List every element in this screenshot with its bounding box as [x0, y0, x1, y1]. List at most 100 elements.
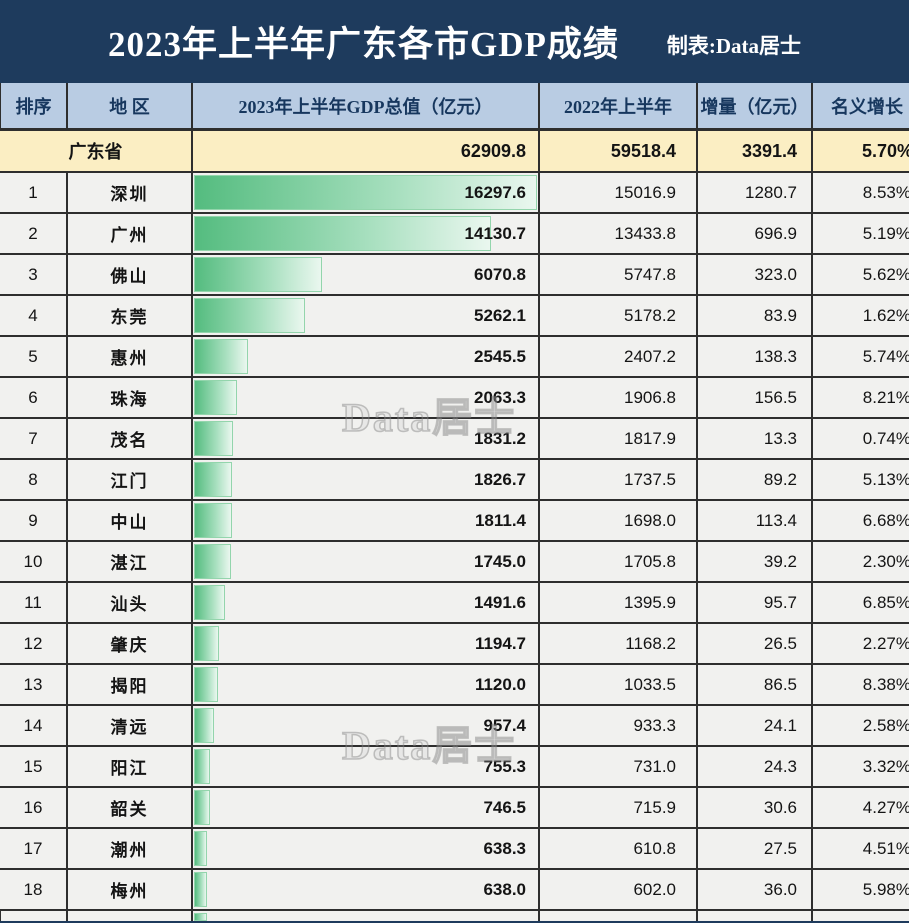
gdp-table: 排序 地 区 2023年上半年GDP总值（亿元） 2022年上半年 增量（亿元）… [0, 83, 909, 921]
row-gdp-2023-cell: 1831.2 [193, 419, 540, 460]
row-city: 佛山 [68, 255, 193, 296]
row-gdp-2023-cell: 957.4 [193, 706, 540, 747]
row-gdp-2022: 13433.8 [540, 214, 698, 255]
row-delta: 36.0 [698, 870, 813, 911]
row-gdp-2022: 1705.8 [540, 542, 698, 583]
partial-cell [68, 911, 193, 921]
row-city: 韶关 [68, 788, 193, 829]
gdp-bar [194, 708, 215, 743]
row-growth: 5.74% [813, 337, 909, 378]
row-delta: 323.0 [698, 255, 813, 296]
row-gdp-2022: 1033.5 [540, 665, 698, 706]
row-gdp-2023-cell: 6070.8 [193, 255, 540, 296]
row-delta: 30.6 [698, 788, 813, 829]
row-city: 揭阳 [68, 665, 193, 706]
row-growth: 1.62% [813, 296, 909, 337]
row-gdp-2022: 1817.9 [540, 419, 698, 460]
row-rank: 9 [0, 501, 68, 542]
row-gdp-2023-value: 2545.5 [474, 346, 526, 366]
row-gdp-2023-cell: 1120.0 [193, 665, 540, 706]
gdp-bar [194, 380, 238, 415]
row-gdp-2023-value: 1826.7 [474, 469, 526, 489]
gdp-bar [194, 175, 537, 210]
row-gdp-2022: 1168.2 [540, 624, 698, 665]
row-gdp-2023-value: 638.3 [483, 838, 526, 858]
row-gdp-2023-cell: 14130.7 [193, 214, 540, 255]
row-delta: 26.5 [698, 624, 813, 665]
row-city: 惠州 [68, 337, 193, 378]
row-city: 梅州 [68, 870, 193, 911]
column-header-growth: 名义增长 [813, 83, 909, 131]
row-gdp-2023-cell: 1826.7 [193, 460, 540, 501]
gdp-bar [194, 872, 208, 907]
gdp-bar [194, 257, 322, 292]
row-gdp-2022: 1395.9 [540, 583, 698, 624]
row-gdp-2022: 610.8 [540, 829, 698, 870]
page-title: 2023年上半年广东各市GDP成绩 [107, 25, 619, 64]
row-delta: 113.4 [698, 501, 813, 542]
row-gdp-2023-value: 5262.1 [474, 305, 526, 325]
row-growth: 5.13% [813, 460, 909, 501]
row-city: 中山 [68, 501, 193, 542]
row-growth: 2.30% [813, 542, 909, 583]
row-delta: 138.3 [698, 337, 813, 378]
row-rank: 4 [0, 296, 68, 337]
gdp-bar [194, 544, 231, 579]
row-delta: 1280.7 [698, 173, 813, 214]
row-rank: 3 [0, 255, 68, 296]
row-city: 肇庆 [68, 624, 193, 665]
row-city: 江门 [68, 460, 193, 501]
row-gdp-2023-value: 6070.8 [474, 264, 526, 284]
row-gdp-2022: 5747.8 [540, 255, 698, 296]
row-gdp-2023-value: 1194.7 [474, 633, 526, 653]
row-city: 汕头 [68, 583, 193, 624]
partial-cell [540, 911, 698, 921]
row-gdp-2023-cell: 746.5 [193, 788, 540, 829]
row-rank: 1 [0, 173, 68, 214]
row-gdp-2022: 1906.8 [540, 378, 698, 419]
row-gdp-2023-cell: 2063.3 [193, 378, 540, 419]
row-delta: 83.9 [698, 296, 813, 337]
partial-cell [193, 911, 540, 921]
row-gdp-2023-value: 638.0 [483, 879, 526, 899]
row-gdp-2023-value: 1491.6 [474, 592, 526, 612]
gdp-bar [194, 339, 248, 374]
row-delta: 95.7 [698, 583, 813, 624]
row-growth: 0.74% [813, 419, 909, 460]
row-growth: 4.27% [813, 788, 909, 829]
row-delta: 24.3 [698, 747, 813, 788]
row-rank: 2 [0, 214, 68, 255]
row-gdp-2023-cell: 16297.6 [193, 173, 540, 214]
gdp-bar [194, 626, 220, 661]
row-delta: 86.5 [698, 665, 813, 706]
row-rank: 12 [0, 624, 68, 665]
row-gdp-2023-value: 746.5 [483, 797, 526, 817]
row-growth: 5.62% [813, 255, 909, 296]
column-header-gdp-2022: 2022年上半年 [540, 83, 698, 131]
title-bar: 2023年上半年广东各市GDP成绩 制表:Data居士 [0, 0, 909, 83]
row-gdp-2022: 2407.2 [540, 337, 698, 378]
row-growth: 2.58% [813, 706, 909, 747]
row-city: 东莞 [68, 296, 193, 337]
gdp-bar [194, 790, 210, 825]
row-city: 深圳 [68, 173, 193, 214]
partial-cell [0, 911, 68, 921]
row-growth: 8.38% [813, 665, 909, 706]
partial-cell [698, 911, 813, 921]
row-growth: 6.85% [813, 583, 909, 624]
row-gdp-2023-cell: 638.3 [193, 829, 540, 870]
row-city: 广州 [68, 214, 193, 255]
row-gdp-2022: 15016.9 [540, 173, 698, 214]
row-rank: 7 [0, 419, 68, 460]
row-rank: 16 [0, 788, 68, 829]
row-rank: 14 [0, 706, 68, 747]
row-gdp-2022: 1737.5 [540, 460, 698, 501]
row-city: 湛江 [68, 542, 193, 583]
row-gdp-2023-value: 1120.0 [474, 674, 526, 694]
column-header-gdp-2023: 2023年上半年GDP总值（亿元） [193, 83, 540, 131]
gdp-bar [194, 503, 233, 538]
row-growth: 5.19% [813, 214, 909, 255]
row-rank: 13 [0, 665, 68, 706]
row-rank: 6 [0, 378, 68, 419]
row-rank: 5 [0, 337, 68, 378]
